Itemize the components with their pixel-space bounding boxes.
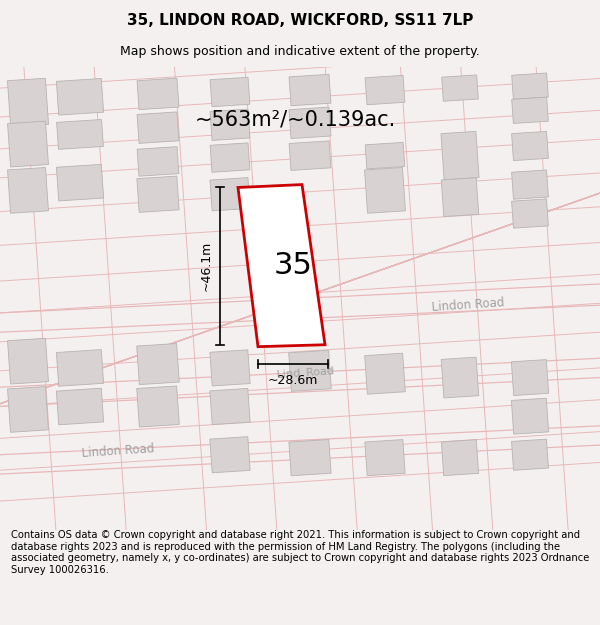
Polygon shape — [512, 131, 548, 161]
Polygon shape — [289, 439, 331, 476]
Polygon shape — [289, 350, 331, 391]
Polygon shape — [289, 107, 331, 139]
Text: Contains OS data © Crown copyright and database right 2021. This information is : Contains OS data © Crown copyright and d… — [11, 530, 589, 575]
Polygon shape — [511, 359, 548, 396]
Polygon shape — [137, 147, 179, 176]
Polygon shape — [56, 388, 104, 425]
Polygon shape — [441, 177, 479, 216]
Polygon shape — [238, 184, 325, 347]
Polygon shape — [511, 398, 548, 434]
Polygon shape — [442, 75, 478, 101]
Polygon shape — [365, 168, 406, 213]
Text: 35: 35 — [274, 251, 312, 281]
Text: ~563m²/~0.139ac.: ~563m²/~0.139ac. — [194, 110, 395, 130]
Polygon shape — [137, 386, 179, 427]
Text: Lindon Road: Lindon Road — [431, 296, 505, 314]
Polygon shape — [137, 112, 179, 143]
Polygon shape — [8, 121, 49, 167]
Polygon shape — [8, 386, 49, 432]
Polygon shape — [56, 349, 104, 386]
Polygon shape — [289, 141, 331, 171]
Polygon shape — [365, 142, 405, 169]
Polygon shape — [210, 388, 250, 424]
Polygon shape — [365, 76, 405, 105]
Polygon shape — [512, 73, 548, 99]
Text: ~46.1m: ~46.1m — [200, 241, 213, 291]
Polygon shape — [365, 439, 405, 476]
Polygon shape — [442, 439, 479, 476]
Text: Map shows position and indicative extent of the property.: Map shows position and indicative extent… — [120, 46, 480, 59]
Polygon shape — [441, 131, 479, 180]
Polygon shape — [7, 78, 49, 127]
Polygon shape — [137, 176, 179, 212]
Polygon shape — [137, 344, 179, 384]
Text: ~28.6m: ~28.6m — [268, 374, 318, 387]
Polygon shape — [56, 119, 103, 149]
Text: Lind  Road: Lind Road — [276, 366, 334, 379]
Polygon shape — [512, 170, 548, 199]
Polygon shape — [365, 353, 405, 394]
Polygon shape — [210, 143, 250, 172]
Polygon shape — [512, 97, 548, 124]
Polygon shape — [210, 437, 250, 472]
Polygon shape — [8, 168, 49, 213]
Polygon shape — [289, 74, 331, 106]
Polygon shape — [512, 199, 548, 228]
Polygon shape — [210, 78, 250, 107]
Polygon shape — [210, 350, 250, 386]
Polygon shape — [56, 79, 104, 115]
Polygon shape — [56, 164, 104, 201]
Polygon shape — [137, 78, 179, 109]
Polygon shape — [8, 338, 49, 384]
Text: Lindon Road: Lindon Road — [81, 442, 155, 460]
Polygon shape — [210, 177, 250, 211]
Polygon shape — [210, 109, 250, 141]
Polygon shape — [441, 357, 479, 398]
Text: 35, LINDON ROAD, WICKFORD, SS11 7LP: 35, LINDON ROAD, WICKFORD, SS11 7LP — [127, 13, 473, 28]
Polygon shape — [512, 439, 548, 470]
